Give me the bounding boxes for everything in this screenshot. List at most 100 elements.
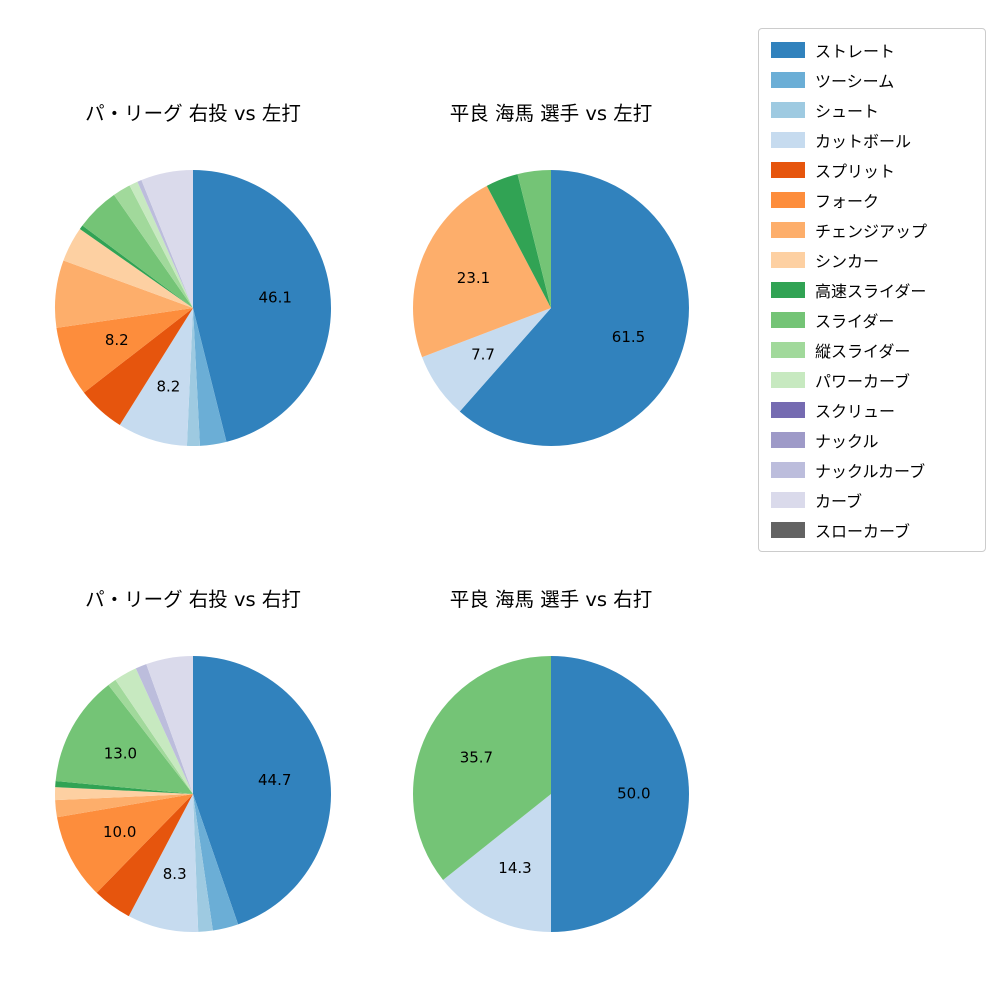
pie-percentage-label: 23.1 (457, 269, 490, 287)
pie-slice (56, 794, 194, 893)
legend-item: スクリュー (771, 395, 973, 425)
pie-slice (413, 656, 551, 880)
legend-item-label: パワーカーブ (815, 372, 911, 391)
pie-slice (135, 664, 193, 794)
chart-title: 平良 海馬 選手 vs 左打 (449, 102, 653, 125)
legend-item-label: ストレート (815, 42, 896, 61)
legend-swatch (771, 42, 805, 58)
legend-item: スプリット (771, 155, 973, 185)
pie-chart: 50.0 14.3 35.7 (401, 644, 701, 944)
legend-item-label: カーブ (815, 492, 863, 511)
legend-swatch (771, 312, 805, 328)
pie-slice (193, 656, 332, 925)
pie-slice (443, 794, 551, 932)
legend-swatch (771, 162, 805, 178)
legend-item-label: カットボール (815, 132, 912, 151)
pie-slice (108, 679, 193, 794)
legend-item-label: ツーシーム (815, 72, 895, 91)
pie-slice (55, 781, 193, 794)
chart-title: パ・リーグ 右投 vs 左打 (85, 102, 301, 125)
legend-item-label: スライダー (815, 312, 895, 331)
pie-slice (114, 185, 193, 308)
pie-slice (517, 170, 551, 308)
legend-item: カットボール (771, 125, 973, 155)
pie-svg: 46.1 8.2 8.2 (55, 170, 332, 447)
pie-percentage-label: 35.7 (460, 749, 493, 767)
pie-chart: 44.7 8.3 10.0 13.0 (43, 644, 343, 944)
chart-title: パ・リーグ 右投 vs 右打 (85, 588, 301, 611)
pie-slice (193, 170, 332, 442)
pie-percentage-label: 7.7 (471, 346, 495, 364)
legend-swatch (771, 282, 805, 298)
pie-svg: 61.5 7.7 23.1 (413, 170, 689, 446)
pie-slice (486, 174, 551, 308)
legend-swatch (771, 402, 805, 418)
legend-item-label: スプリット (815, 162, 896, 181)
legend-item: 縦スライダー (771, 335, 973, 365)
legend-item: フォーク (771, 185, 973, 215)
pie-slice (137, 180, 193, 308)
pie-slice (129, 181, 193, 308)
pie-percentage-label: 14.3 (498, 859, 531, 877)
legend-item-label: ナックルカーブ (815, 462, 926, 481)
pie-slice (186, 308, 200, 447)
pie-percentage-label: 13.0 (104, 745, 137, 763)
legend-item: シンカー (771, 245, 973, 275)
legend: ストレートツーシームシュートカットボール スプリットフォークチェンジアップ シンカー… (758, 28, 986, 552)
legend-item: シュート (771, 95, 973, 125)
chart-pacific-league-vs-right: パ・リーグ 右投 vs 右打 44.7 8.3 10.0 13.0 (43, 586, 343, 944)
pie-slice (115, 668, 193, 794)
legend-item-label: ナックル (815, 432, 879, 451)
pie-slice (55, 260, 193, 328)
legend-item-label: 高速スライダー (815, 282, 927, 301)
pie-percentage-label: 8.2 (105, 331, 129, 349)
pie-percentage-label: 10.0 (103, 823, 136, 841)
legend-swatch (771, 342, 805, 358)
pie-svg: 44.7 8.3 10.0 13.0 (54, 656, 332, 932)
legend-swatch (771, 72, 805, 88)
pie-slice (146, 656, 193, 794)
legend-swatch (771, 132, 805, 148)
pie-percentage-label: 44.7 (258, 771, 291, 789)
pie-slice (128, 794, 199, 932)
chart-taira-kaima-vs-right: 平良 海馬 選手 vs 右打 50.0 14.3 35.7 (401, 586, 701, 944)
pie-percentage-label: 8.2 (156, 378, 180, 396)
legend-item: カーブ (771, 485, 973, 515)
legend-item-label: フォーク (815, 192, 880, 211)
legend-item: チェンジアップ (771, 215, 973, 245)
pie-slice (82, 194, 193, 308)
pie-percentage-label: 46.1 (258, 288, 291, 306)
chart-pacific-league-vs-left: パ・リーグ 右投 vs 左打 46.1 8.2 8.2 (43, 100, 343, 458)
chart-title: 平良 海馬 選手 vs 右打 (449, 588, 653, 611)
pie-percentage-label: 61.5 (612, 328, 645, 346)
legend-item-label: シンカー (815, 252, 880, 271)
legend-item-label: スクリュー (815, 402, 896, 421)
pie-slice (54, 787, 193, 801)
pie-slice (193, 794, 213, 932)
pie-slice (422, 308, 551, 412)
legend-swatch (771, 492, 805, 508)
legend-item: スローカーブ (771, 515, 973, 545)
legend-item-label: チェンジアップ (815, 222, 928, 241)
legend-item: パワーカーブ (771, 365, 973, 395)
pie-slice (193, 794, 239, 931)
legend-swatch (771, 372, 805, 388)
pie-chart: 46.1 8.2 8.2 (43, 158, 343, 458)
pie-slice (413, 185, 551, 358)
pie-slice (79, 225, 193, 308)
legend-swatch (771, 432, 805, 448)
legend-item-label: シュート (815, 102, 880, 121)
pie-slice (119, 308, 193, 446)
legend-item-label: 縦スライダー (815, 342, 911, 361)
pie-slice (141, 170, 193, 308)
legend-swatch (771, 222, 805, 238)
pie-slice (55, 684, 193, 794)
pie-slice (83, 308, 193, 425)
pie-percentage-label: 8.3 (163, 865, 187, 883)
legend-swatch (771, 252, 805, 268)
legend-swatch (771, 192, 805, 208)
legend-item: 高速スライダー (771, 275, 973, 305)
legend-item: ツーシーム (771, 65, 973, 95)
pie-slice (193, 308, 227, 446)
legend-swatch (771, 102, 805, 118)
